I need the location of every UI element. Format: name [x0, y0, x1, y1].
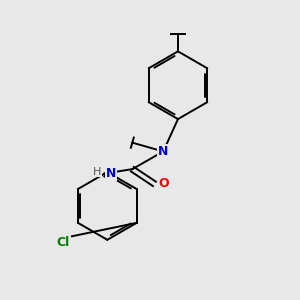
Text: N: N — [106, 167, 116, 180]
Text: Cl: Cl — [56, 236, 70, 249]
Text: N: N — [158, 145, 168, 158]
Text: O: O — [159, 177, 170, 190]
Text: H: H — [93, 167, 101, 177]
